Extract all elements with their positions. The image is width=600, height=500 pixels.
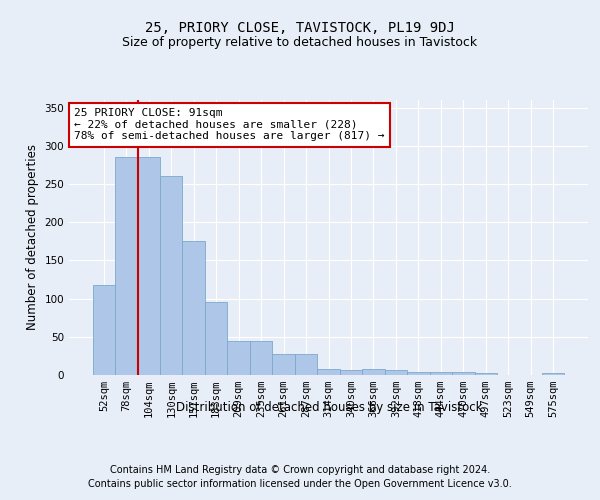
Text: Contains public sector information licensed under the Open Government Licence v3: Contains public sector information licen… <box>88 479 512 489</box>
Bar <box>362 369 385 375</box>
Bar <box>227 342 250 375</box>
Text: Size of property relative to detached houses in Tavistock: Size of property relative to detached ho… <box>122 36 478 49</box>
Bar <box>407 372 430 375</box>
Bar <box>295 354 317 375</box>
Bar <box>160 176 182 375</box>
Bar <box>115 158 137 375</box>
Bar <box>272 354 295 375</box>
Bar <box>475 372 497 375</box>
Text: Distribution of detached houses by size in Tavistock: Distribution of detached houses by size … <box>176 401 482 414</box>
Text: Contains HM Land Registry data © Crown copyright and database right 2024.: Contains HM Land Registry data © Crown c… <box>110 465 490 475</box>
Bar <box>250 342 272 375</box>
Bar <box>452 372 475 375</box>
Bar <box>542 374 565 375</box>
Bar <box>340 370 362 375</box>
Bar <box>430 372 452 375</box>
Bar <box>182 240 205 375</box>
Text: 25 PRIORY CLOSE: 91sqm
← 22% of detached houses are smaller (228)
78% of semi-de: 25 PRIORY CLOSE: 91sqm ← 22% of detached… <box>74 108 385 142</box>
Y-axis label: Number of detached properties: Number of detached properties <box>26 144 39 330</box>
Bar <box>92 285 115 375</box>
Bar <box>385 370 407 375</box>
Text: 25, PRIORY CLOSE, TAVISTOCK, PL19 9DJ: 25, PRIORY CLOSE, TAVISTOCK, PL19 9DJ <box>145 20 455 34</box>
Bar <box>137 158 160 375</box>
Bar <box>205 302 227 375</box>
Bar <box>317 369 340 375</box>
